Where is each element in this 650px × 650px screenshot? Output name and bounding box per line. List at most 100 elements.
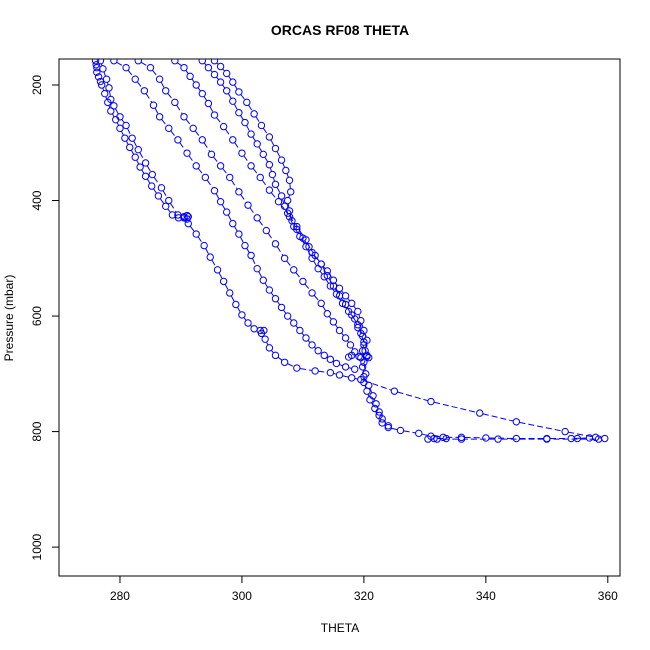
series-segment xyxy=(252,168,259,176)
data-point xyxy=(155,113,164,121)
data-point xyxy=(189,124,197,133)
data-point xyxy=(302,334,310,342)
data-point xyxy=(262,226,271,235)
data-point xyxy=(512,418,521,426)
data-point xyxy=(235,188,243,196)
series-segment xyxy=(334,324,339,329)
series-segment xyxy=(369,388,373,394)
data-point xyxy=(335,371,344,379)
series-segment xyxy=(266,341,269,346)
series-segment xyxy=(304,283,311,291)
data-point xyxy=(162,202,170,211)
data-point xyxy=(183,149,191,157)
data-point xyxy=(427,397,435,406)
series-segment xyxy=(180,216,187,222)
x-axis: 280 300 320 340 360 xyxy=(110,576,618,603)
series-segment xyxy=(277,356,283,361)
data-point xyxy=(257,121,266,130)
data-point xyxy=(180,113,188,121)
data-point xyxy=(288,217,296,225)
data-point xyxy=(149,101,158,109)
data-point xyxy=(277,192,286,200)
data-point xyxy=(216,78,225,86)
data-point xyxy=(253,140,261,148)
series-segment xyxy=(141,169,145,174)
series-segment xyxy=(289,183,291,189)
data-point xyxy=(210,59,219,65)
data-point xyxy=(216,62,225,71)
series-segment xyxy=(146,165,152,173)
series-segment xyxy=(286,173,289,178)
series-segment xyxy=(227,93,232,99)
data-point xyxy=(92,61,100,69)
data-point xyxy=(102,75,111,83)
series-segment xyxy=(234,84,238,90)
series-segment xyxy=(519,421,563,432)
y-tick-label: 200 xyxy=(30,75,44,95)
data-point xyxy=(235,88,243,96)
data-point xyxy=(265,344,274,352)
series-segment xyxy=(203,142,211,152)
series-segment xyxy=(222,84,226,89)
data-point xyxy=(253,264,261,273)
series-segment xyxy=(342,375,349,378)
series-segment xyxy=(240,115,244,121)
series-segment xyxy=(568,431,593,438)
data-point xyxy=(314,347,322,355)
data-point xyxy=(287,188,295,196)
series-segment xyxy=(140,61,148,67)
data-point xyxy=(256,173,264,182)
series-segment xyxy=(188,155,195,164)
series-segment xyxy=(298,231,302,236)
series-segment xyxy=(206,179,214,189)
series-segment xyxy=(328,273,333,278)
data-point xyxy=(335,284,344,293)
data-point xyxy=(210,187,219,195)
series-segment xyxy=(287,203,290,208)
data-point xyxy=(512,434,521,443)
data-point xyxy=(305,243,313,251)
data-point xyxy=(375,408,383,416)
data-point xyxy=(585,434,594,442)
data-point xyxy=(268,170,277,179)
data-point xyxy=(162,87,170,95)
series-segment xyxy=(234,142,241,151)
series-segment xyxy=(197,168,204,176)
data-point xyxy=(121,134,129,142)
series-segment xyxy=(127,128,132,136)
series-segment xyxy=(334,282,338,287)
data-point xyxy=(271,240,280,248)
data-point xyxy=(396,426,405,435)
data-series xyxy=(171,59,594,443)
data-point xyxy=(355,352,363,361)
series-segment xyxy=(243,155,250,164)
series-segment xyxy=(228,75,232,80)
data-point xyxy=(96,77,105,86)
data-point xyxy=(285,176,294,185)
data-point xyxy=(198,136,206,144)
series-segment xyxy=(227,214,232,222)
data-point xyxy=(293,364,301,372)
data-point xyxy=(244,201,252,209)
series-segment xyxy=(159,198,165,204)
series-segment xyxy=(116,122,120,126)
series-segment xyxy=(170,130,177,138)
data-point xyxy=(265,286,274,294)
data-point xyxy=(308,341,316,349)
series-segment xyxy=(281,198,285,204)
data-point xyxy=(326,355,335,364)
data-point xyxy=(427,432,435,440)
data-point xyxy=(154,192,163,200)
series-segment xyxy=(482,413,514,422)
data-point xyxy=(141,172,150,180)
data-point xyxy=(222,69,231,78)
series-segment xyxy=(304,240,308,245)
series-segment xyxy=(290,219,293,224)
data-point xyxy=(210,111,219,119)
data-point xyxy=(186,72,194,81)
series-segment xyxy=(283,309,287,314)
data-point xyxy=(317,260,325,268)
data-point xyxy=(247,130,255,138)
series-segment xyxy=(339,364,343,367)
data-point xyxy=(93,68,101,76)
